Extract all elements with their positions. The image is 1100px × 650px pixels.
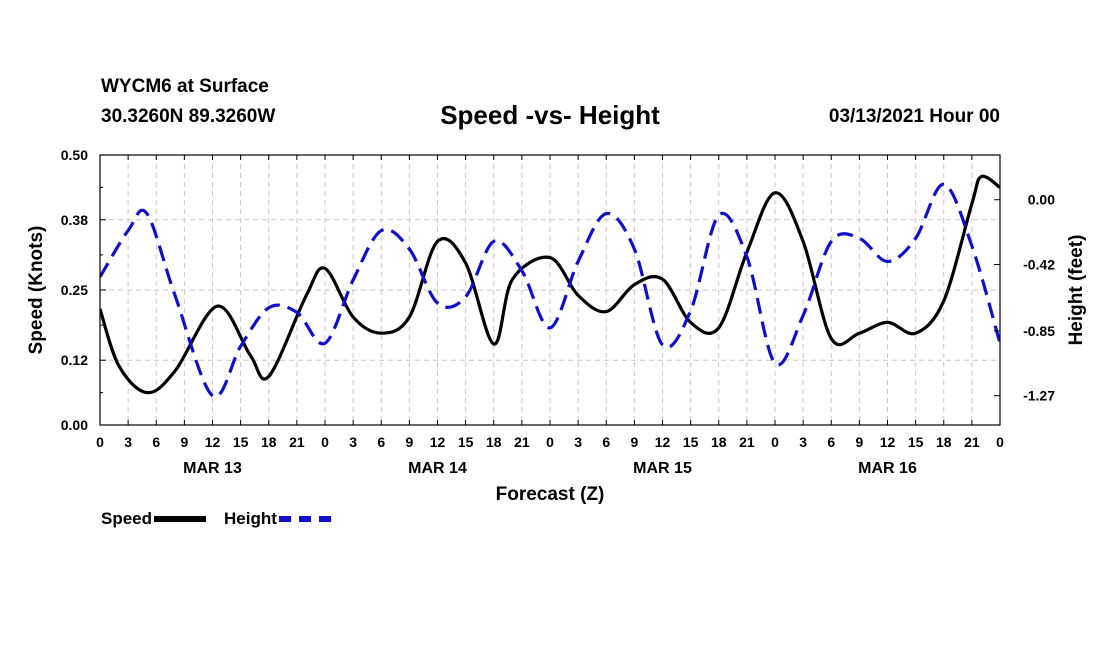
legend-height-swatch (278, 516, 331, 522)
x-tick-label: 0 (96, 434, 104, 450)
right-axis-label: Height (feet) (1066, 235, 1087, 346)
series-group (100, 174, 1000, 399)
x-tick-label: 9 (180, 434, 188, 450)
x-tick-label: 6 (152, 434, 160, 450)
x-tick-label: 3 (799, 434, 807, 450)
x-tick-label: 15 (458, 434, 474, 450)
legend: Speed Height (101, 509, 349, 529)
x-tick-label: 9 (405, 434, 413, 450)
x-tick-label: 9 (630, 434, 638, 450)
x-tick-label: 0 (771, 434, 779, 450)
forecast-datetime: 03/13/2021 Hour 00 (828, 106, 1000, 127)
x-tick-label: 0 (546, 434, 554, 450)
x-tick-label: 12 (655, 434, 671, 450)
left-tick-label: 0.50 (61, 147, 88, 163)
x-tick-label: 15 (908, 434, 924, 450)
x-tick-label: 6 (377, 434, 385, 450)
right-tick-label: -0.42 (1023, 257, 1055, 273)
x-axis-label: Forecast (Z) (496, 484, 605, 505)
legend-height-label: Height (224, 509, 277, 528)
x-tick-label: 21 (514, 434, 530, 450)
x-tick-label: 21 (289, 434, 305, 450)
x-tick-label: 3 (349, 434, 357, 450)
legend-speed-label: Speed (101, 509, 153, 528)
date-label: MAR 15 (633, 460, 692, 477)
station-coordinates: 30.3260N 89.3260W (101, 106, 276, 127)
x-tick-label: 3 (574, 434, 582, 450)
x-tick-label: 6 (602, 434, 610, 450)
x-tick-label: 6 (827, 434, 835, 450)
date-label: MAR 14 (408, 460, 467, 477)
left-axis-label: Speed (Knots) (26, 226, 47, 355)
station-name: WYCM6 at Surface (101, 76, 269, 97)
x-tick-label: 3 (124, 434, 132, 450)
legend-speed-swatch (154, 516, 207, 522)
x-tick-label: 18 (486, 434, 502, 450)
axis-ticks: 0 3 6 9 12 15 18 21 0 3 6 9 12 15 18 21 0 3 6 9 12 15 18 21 0 3 6 9… (61, 147, 1055, 477)
x-tick-label: 15 (683, 434, 699, 450)
x-tick-label: 12 (205, 434, 221, 450)
left-tick-label: 0.12 (61, 352, 88, 368)
grid (100, 155, 1000, 425)
date-label: MAR 13 (183, 460, 242, 477)
right-tick-label: -1.27 (1023, 388, 1055, 404)
left-tick-label: 0.00 (61, 417, 88, 433)
x-tick-label: 0 (996, 434, 1004, 450)
x-tick-label: 21 (739, 434, 755, 450)
x-tick-label: 12 (430, 434, 446, 450)
x-tick-label: 0 (321, 434, 329, 450)
x-tick-label: 18 (936, 434, 952, 450)
left-tick-label: 0.38 (61, 212, 88, 228)
x-tick-label: 18 (711, 434, 727, 450)
x-tick-label: 9 (855, 434, 863, 450)
date-label: MAR 16 (858, 460, 917, 477)
x-tick-label: 18 (261, 434, 277, 450)
x-tick-label: 12 (880, 434, 896, 450)
right-tick-label: -0.85 (1023, 323, 1055, 339)
x-tick-label: 21 (964, 434, 980, 450)
x-tick-label: 15 (233, 434, 249, 450)
height-series-line (100, 182, 1000, 399)
chart-title: Speed -vs- Height (440, 100, 660, 130)
left-tick-label: 0.25 (61, 282, 88, 298)
right-tick-label: 0.00 (1028, 192, 1055, 208)
speed-series-line (100, 174, 1000, 395)
